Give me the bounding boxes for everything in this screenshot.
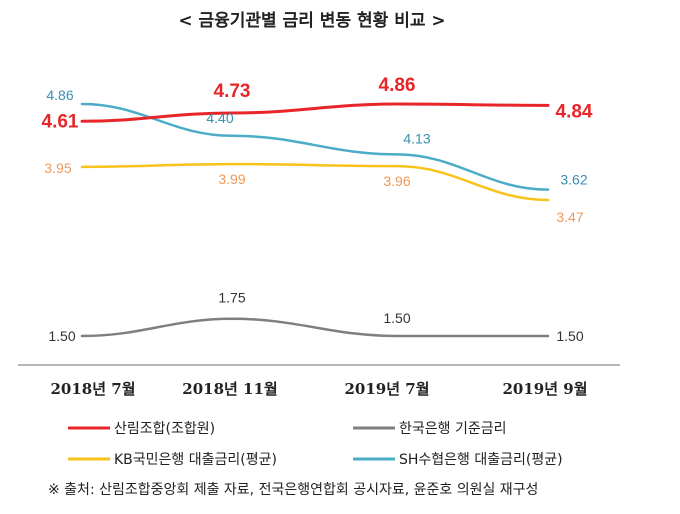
data-label-bok-1: 1.50: [48, 328, 75, 344]
series-line-kb: [80, 162, 550, 202]
data-label-sh-1: 4.86: [46, 87, 73, 103]
legend-label-sh: SH수협은행 대출금리(평균): [399, 452, 563, 468]
legend-label-bok: 한국은행 기준금리: [399, 421, 507, 437]
legend-label-sanlim: 산림조합(조합원): [114, 421, 215, 437]
data-label-sh-2: 4.40: [206, 110, 233, 126]
series-line-sanlim: [80, 102, 550, 123]
data-label-sh-3: 4.13: [403, 130, 430, 146]
legend: 산림조합(조합원) 한국은행 기준금리 KB국민은행 대출금리(평균) SH수협은행 …: [68, 421, 563, 468]
x-tick-label-3: 2019년 7월: [344, 380, 429, 398]
x-tick-label-4: 2019년 9월: [502, 380, 587, 398]
x-tick-label-1: 2018년 7월: [50, 380, 135, 398]
data-label-sanlim-4: 4.84: [556, 101, 593, 122]
data-label-sanlim-3: 4.86: [379, 75, 416, 96]
data-label-sh-4: 3.62: [560, 172, 587, 188]
data-label-kb-2: 3.99: [218, 171, 245, 187]
data-label-bok-2: 1.75: [218, 290, 245, 306]
data-label-kb-4: 3.47: [556, 209, 583, 225]
legend-label-kb: KB국민은행 대출금리(평균): [114, 452, 277, 468]
series-lines: [80, 102, 550, 338]
data-label-kb-1: 3.95: [44, 160, 71, 176]
data-label-sanlim-1: 4.61: [42, 111, 79, 132]
data-label-bok-3: 1.50: [383, 310, 410, 326]
series-line-bok: [80, 317, 550, 338]
data-labels: 4.61 4.73 4.86 4.84 1.50 1.75 1.50 1.50 3.95 3.99…: [42, 75, 593, 344]
x-tick-label-2: 2018년 11월: [182, 380, 277, 398]
x-tick-labels: 2018년 7월 2018년 11월 2019년 7월 2019년 9월: [50, 380, 587, 398]
series-line-sh: [80, 102, 550, 191]
data-label-bok-4: 1.50: [556, 328, 583, 344]
data-label-kb-3: 3.96: [383, 173, 410, 189]
chart-title: < 금융기관별 금리 변동 현황 비교 >: [178, 11, 445, 31]
source-note: ※ 출처: 산림조합중앙회 제출 자료, 전국은행연합회 공시자료, 윤준호 의…: [48, 482, 538, 498]
data-label-sanlim-2: 4.73: [214, 81, 251, 102]
